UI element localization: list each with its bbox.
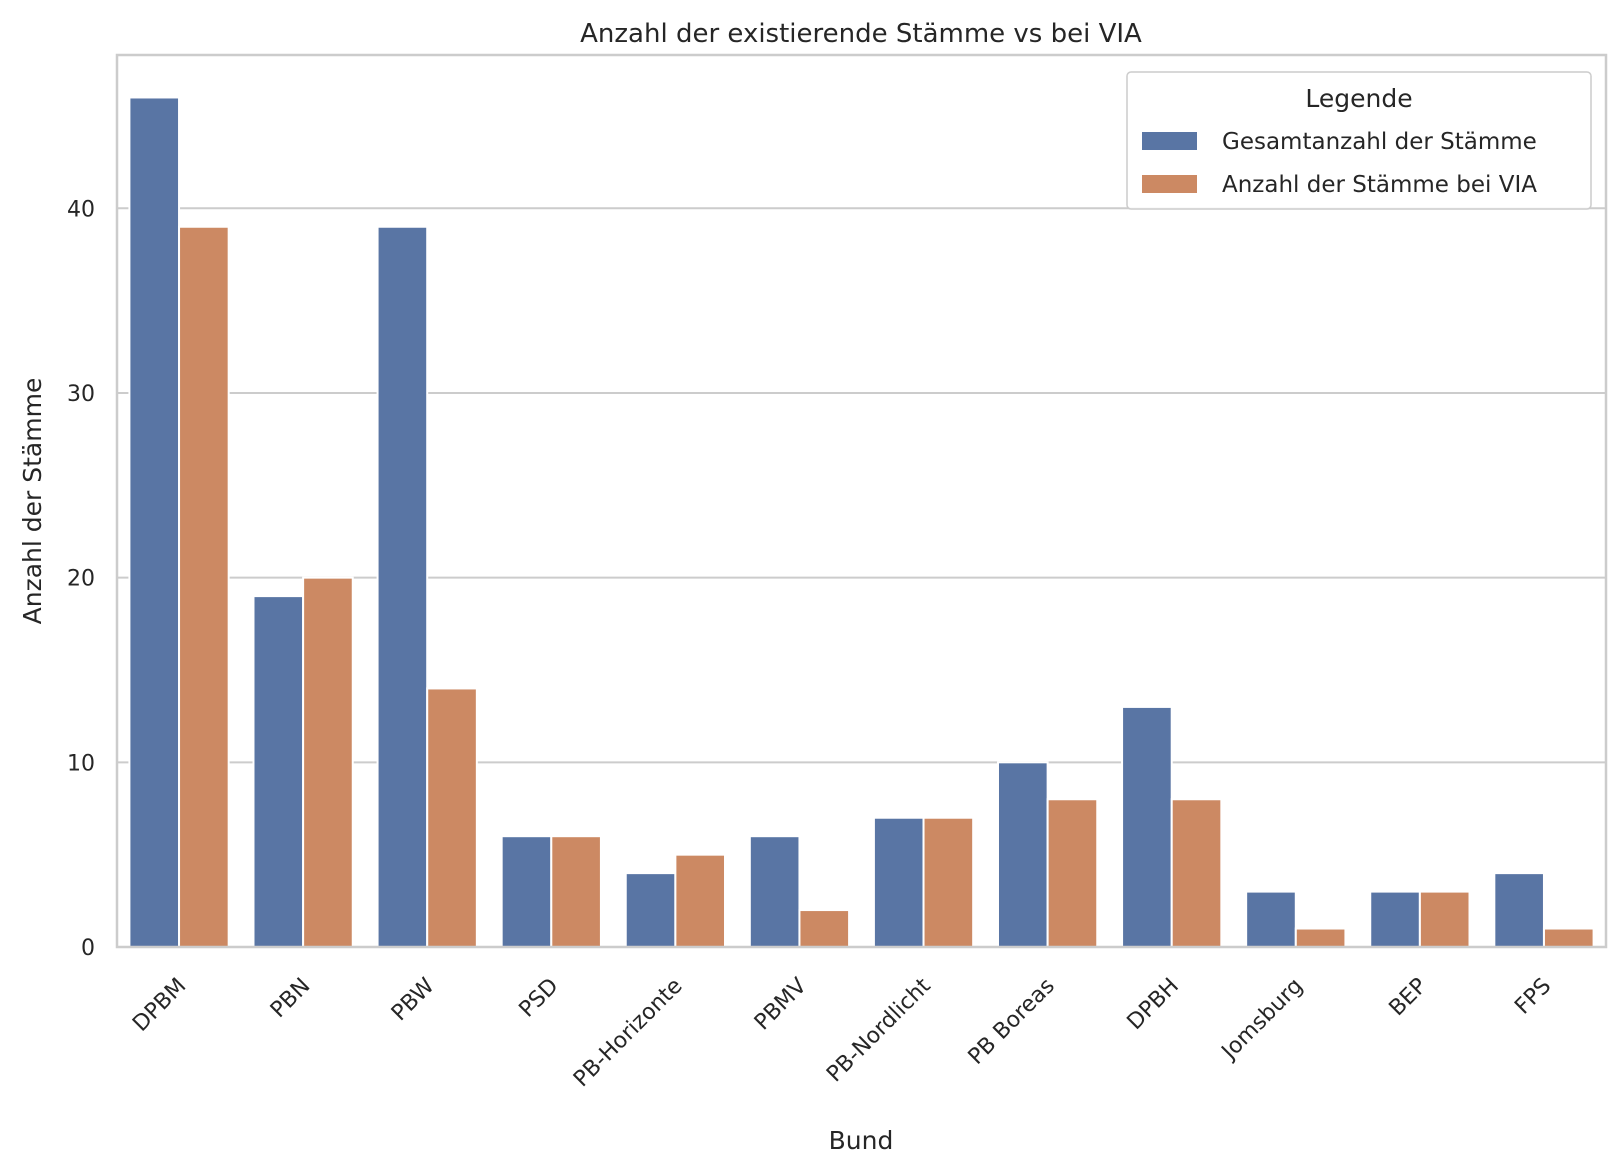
bar-total-pbw	[376, 225, 429, 949]
bar-total-pb-boreas	[996, 761, 1049, 949]
bar-total-pb-horizonte	[624, 872, 677, 948]
bar-via-fps	[1542, 927, 1595, 949]
bar-total-pbn	[252, 595, 305, 948]
legend-swatch-series-2	[1142, 175, 1197, 193]
x-axis-title: Bund	[829, 1126, 894, 1155]
legend-title: Legende	[1305, 84, 1412, 113]
legend: Legende Gesamtanzahl der Stämme Anzahl d…	[1126, 71, 1592, 210]
bar-via-pb-horizonte	[674, 853, 727, 949]
bar-total-pb-nordlicht	[872, 816, 925, 948]
y-axis-title: Anzahl der Stämme	[18, 378, 47, 625]
legend-swatch-series-1	[1142, 132, 1197, 150]
bars	[128, 96, 1595, 949]
bar-total-jomsburg	[1245, 890, 1297, 948]
legend-box	[1126, 71, 1592, 210]
bar-total-psd	[500, 835, 553, 949]
bar-via-pbn	[302, 576, 354, 949]
bar-total-bep	[1369, 890, 1421, 948]
bar-via-pbmv	[798, 909, 851, 949]
plot-frame	[115, 53, 1608, 949]
bar-via-dpbm	[178, 225, 230, 949]
bar-via-bep	[1418, 890, 1471, 948]
legend-label-series-2: Anzahl der Stämme bei VIA	[1222, 172, 1537, 198]
bar-via-pbw	[426, 687, 478, 948]
legend-label-series-1: Gesamtanzahl der Stämme	[1222, 129, 1537, 155]
y-tick-label: 0	[81, 936, 95, 961]
y-tick-label: 30	[67, 382, 95, 407]
bar-via-pb-nordlicht	[922, 816, 975, 948]
bar-via-jomsburg	[1294, 927, 1347, 949]
y-tick-label: 20	[67, 567, 95, 592]
bar-total-fps	[1493, 872, 1545, 948]
y-tick-label: 10	[67, 751, 95, 776]
chart-title: Anzahl der existierende Stämme vs bei VI…	[580, 19, 1142, 49]
bar-total-pbmv	[748, 835, 801, 949]
bar-via-psd	[550, 835, 602, 949]
y-tick-label: 40	[67, 197, 95, 222]
y-tick-labels: 0 10 20 30 40	[67, 197, 95, 961]
bar-via-pb-boreas	[1046, 798, 1099, 948]
bar-via-dpbh	[1170, 798, 1223, 948]
bar-total-dpbh	[1121, 705, 1173, 948]
bar-total-dpbm	[128, 96, 181, 948]
